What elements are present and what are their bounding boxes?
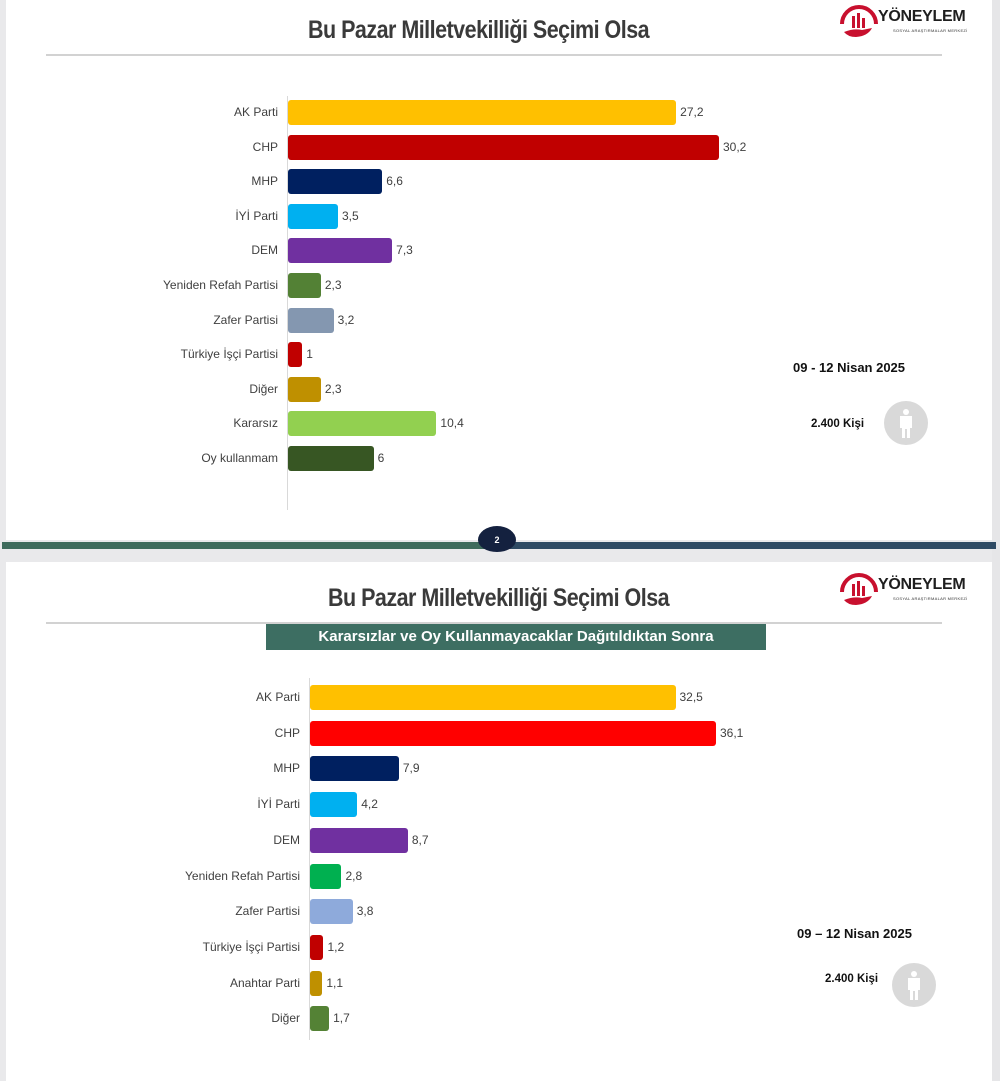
person-icon (884, 401, 928, 445)
footer-bar (2, 542, 492, 549)
category-label: Türkiye İşçi Partisi (202, 939, 300, 954)
bar (310, 827, 408, 853)
value-label: 8,7 (411, 832, 429, 847)
bar (288, 238, 393, 264)
value-label: 1,7 (333, 1011, 350, 1026)
category-label: Kararsız (233, 416, 278, 431)
bar (310, 720, 716, 746)
value-label: 7,9 (402, 761, 420, 776)
title-divider (46, 54, 942, 56)
value-label: 6 (377, 451, 385, 465)
footer-bar (490, 542, 996, 549)
logo: YÖNEYLEM SOSYAL ARAŞTIRMALAR MERKEZİ (838, 570, 984, 608)
chart-subtitle: Kararsızlar ve Oy Kullanmayacaklar Dağıt… (266, 624, 766, 650)
bar (310, 899, 353, 925)
category-label: MHP (273, 761, 300, 776)
person-icon (892, 963, 936, 1007)
category-label: İYİ Parti (257, 797, 300, 812)
bar (288, 376, 321, 402)
category-label: Yeniden Refah Partisi (185, 868, 300, 883)
value-label: 1,2 (327, 939, 345, 954)
page-edge (992, 0, 1000, 1081)
value-label: 7,3 (396, 243, 413, 258)
slide-title: Bu Pazar Milletvekilliği Seçimi Olsa (328, 584, 670, 612)
value-label: 4,2 (361, 797, 378, 812)
category-label: Anahtar Parti (229, 975, 300, 990)
category-label: DEM (273, 832, 300, 847)
bar (288, 100, 677, 125)
bar (288, 446, 374, 471)
value-label: 6,6 (386, 174, 403, 189)
bar (310, 792, 358, 818)
survey-date: 09 - 12 Nisan 2025 (793, 360, 906, 375)
bar (288, 411, 437, 437)
category-label: CHP (252, 139, 278, 154)
value-label: 36,1 (720, 725, 744, 740)
survey-date: 09 – 12 Nisan 2025 (797, 926, 912, 941)
category-label: Türkiye İşçi Partisi (180, 347, 278, 362)
value-label: 1,1 (326, 975, 344, 990)
yoneylem-logo-icon (840, 573, 878, 605)
page-number-badge: 2 (478, 526, 516, 552)
category-label: DEM (251, 243, 278, 258)
value-label: 2,3 (324, 278, 342, 292)
chart-axis (309, 678, 310, 1040)
bar (310, 934, 324, 960)
bar (310, 970, 323, 996)
value-label: 27,2 (680, 105, 704, 119)
value-label: 3,8 (356, 904, 374, 919)
value-label: 3,5 (341, 208, 359, 223)
chart-1: AK Parti 27,2 CHP 30,2 MHP 6,6 İYİ Parti 3,5 DEM… (6, 0, 992, 540)
bar (310, 863, 342, 889)
category-label: Oy kullanmam (201, 451, 278, 465)
category-label: Yeniden Refah Partisi (163, 278, 278, 292)
chart-axis (287, 96, 288, 510)
bar (288, 273, 321, 298)
category-label: AK Parti (233, 105, 278, 119)
logo-name: YÖNEYLEM (878, 576, 966, 593)
category-label: İYİ Parti (235, 208, 278, 223)
yoneylem-logo-icon (840, 5, 878, 37)
bar (288, 134, 719, 160)
logo-subtitle: SOSYAL ARAŞTIRMALAR MERKEZİ (893, 28, 968, 33)
value-label: 10,4 (440, 416, 464, 431)
chart-2: AK Parti 32,5 CHP 36,1 MHP 7,9 İYİ Parti 4,2 DEM… (6, 562, 992, 1081)
category-label: Diğer (249, 381, 278, 396)
category-label: CHP (274, 725, 300, 740)
bar (288, 342, 303, 368)
bar (310, 685, 676, 710)
title-divider (46, 622, 942, 624)
value-label: 2,3 (324, 381, 342, 396)
slide-2: Bu Pazar Milletvekilliği Seçimi Olsa YÖN… (6, 562, 992, 1081)
value-label: 32,5 (679, 690, 703, 704)
value-label: 30,2 (723, 139, 747, 154)
bar (310, 756, 399, 782)
sample-size: 2.400 Kişi (825, 973, 879, 985)
value-label: 2,8 (345, 868, 363, 883)
bar (288, 169, 383, 195)
logo-subtitle: SOSYAL ARAŞTIRMALAR MERKEZİ (893, 596, 968, 601)
sample-size: 2.400 Kişi (811, 418, 865, 430)
category-label: Diğer (271, 1011, 300, 1026)
category-label: Zafer Partisi (213, 312, 278, 327)
logo-name: YÖNEYLEM (878, 8, 966, 25)
bar (288, 203, 338, 229)
logo: YÖNEYLEM SOSYAL ARAŞTIRMALAR MERKEZİ (838, 2, 984, 40)
category-label: AK Parti (255, 690, 300, 704)
category-label: MHP (251, 174, 278, 189)
category-label: Zafer Partisi (235, 904, 300, 919)
value-label: 3,2 (337, 312, 355, 327)
slide-title: Bu Pazar Milletvekilliği Seçimi Olsa (308, 16, 650, 44)
bar (310, 1006, 330, 1032)
value-label: 1 (306, 347, 313, 362)
slide-1: Bu Pazar Milletvekilliği Seçimi Olsa YÖN… (6, 0, 992, 540)
bar (288, 307, 334, 333)
